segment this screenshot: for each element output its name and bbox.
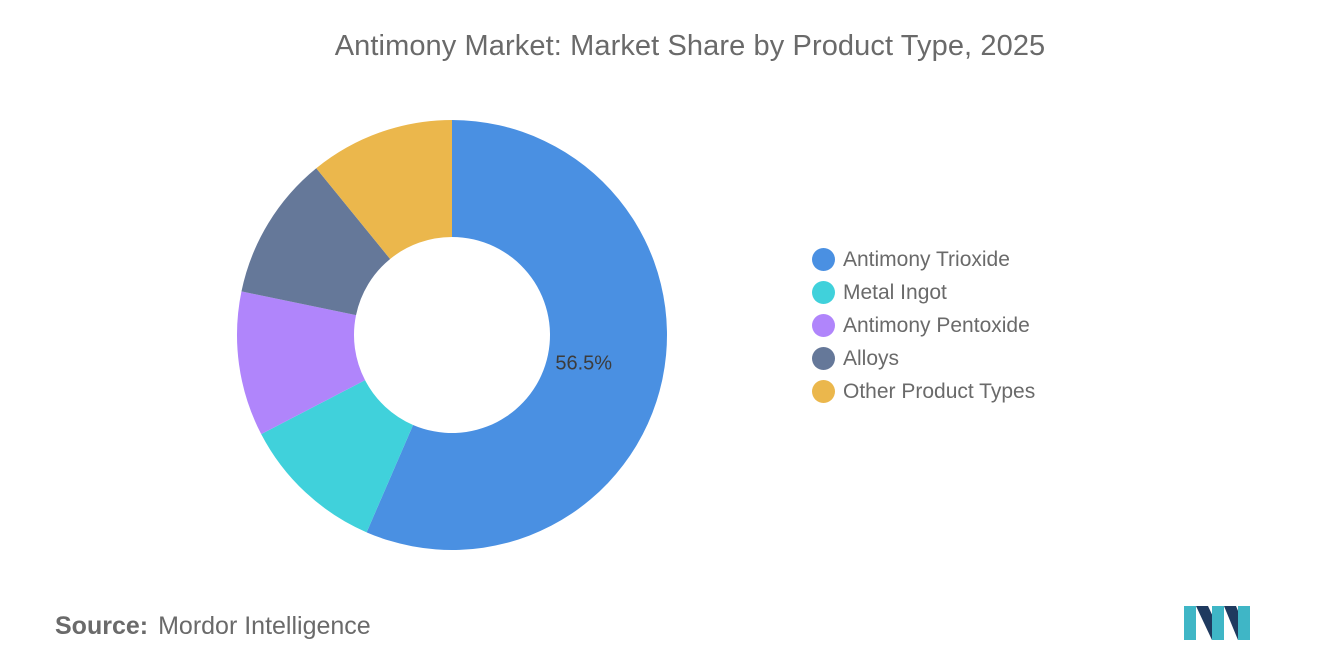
legend-item-antimony-pentoxide[interactable]: Antimony Pentoxide <box>812 309 1035 342</box>
legend-swatch-metal-ingot <box>812 281 835 304</box>
legend-item-antimony-trioxide[interactable]: Antimony Trioxide <box>812 243 1035 276</box>
donut-slice-antimony-pentoxide[interactable] <box>237 291 366 435</box>
data-label-antimony-trioxide: 56.5% <box>555 352 612 374</box>
legend-label: Other Product Types <box>843 379 1036 403</box>
legend-swatch-alloys <box>812 347 835 370</box>
legend-swatch-other-product-types <box>812 380 835 403</box>
donut-slice-alloys[interactable] <box>241 168 391 316</box>
chart-legend: Antimony Trioxide Metal Ingot Antimony P… <box>812 243 1035 408</box>
source-prefix: Source: <box>55 612 149 640</box>
legend-item-alloys[interactable]: Alloys <box>812 342 1035 375</box>
mordor-intelligence-logo-icon <box>1184 606 1250 640</box>
legend-item-metal-ingot[interactable]: Metal Ingot <box>812 276 1035 309</box>
logo-shape-left <box>1184 606 1196 640</box>
legend-label: Alloys <box>843 346 900 370</box>
source-credit: Source: Mordor Intelligence <box>55 612 371 641</box>
donut-slice-antimony-trioxide[interactable] <box>366 120 667 550</box>
legend-label: Metal Ingot <box>843 280 947 304</box>
legend-item-other-product-types[interactable]: Other Product Types <box>812 375 1035 408</box>
legend-swatch-antimony-trioxide <box>812 248 835 271</box>
chart-title: Antimony Market: Market Share by Product… <box>334 30 1046 62</box>
legend-swatch-antimony-pentoxide <box>812 314 835 337</box>
logo-shape-right <box>1238 606 1250 640</box>
legend-label: Antimony Trioxide <box>843 247 1010 271</box>
donut-slice-other-product-types[interactable] <box>316 120 452 260</box>
donut-slice-metal-ingot[interactable] <box>261 380 414 533</box>
source-name: Mordor Intelligence <box>158 612 371 640</box>
legend-label: Antimony Pentoxide <box>843 313 1030 337</box>
logo-shape-middle <box>1212 606 1224 640</box>
